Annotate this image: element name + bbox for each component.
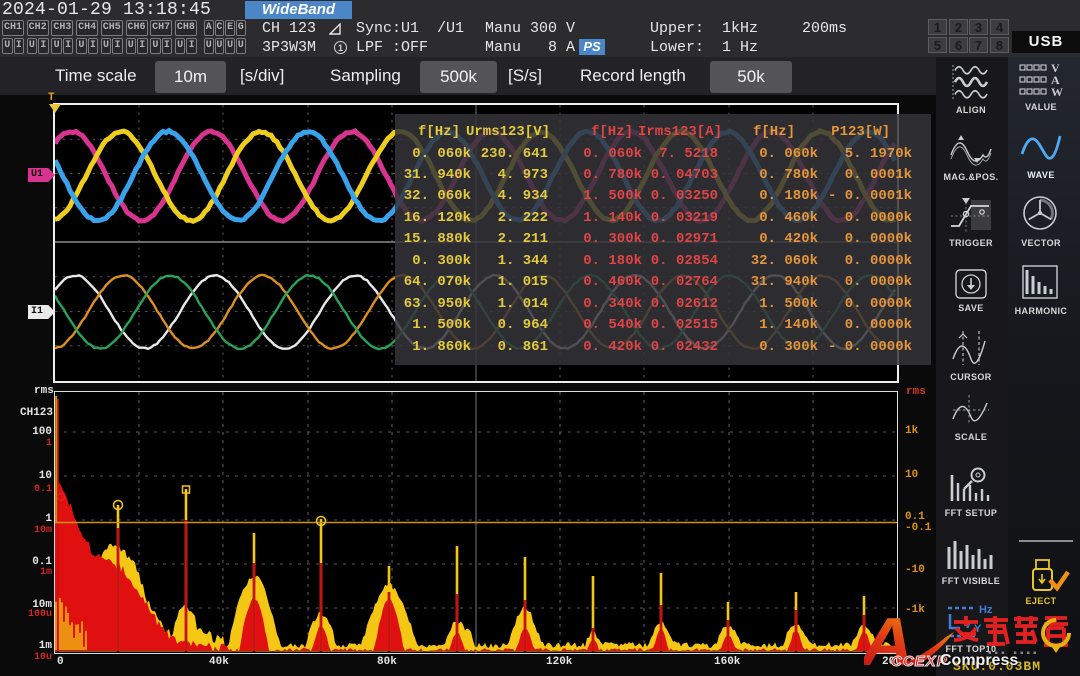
svg-text:V: V bbox=[964, 619, 972, 631]
svg-text:W: W bbox=[1051, 85, 1063, 98]
svg-text:A: A bbox=[864, 609, 914, 669]
svg-text:A: A bbox=[1051, 73, 1060, 87]
svg-text:V: V bbox=[1051, 62, 1060, 75]
svg-text:Y: Y bbox=[974, 623, 982, 635]
svg-text:Hz: Hz bbox=[979, 604, 993, 616]
